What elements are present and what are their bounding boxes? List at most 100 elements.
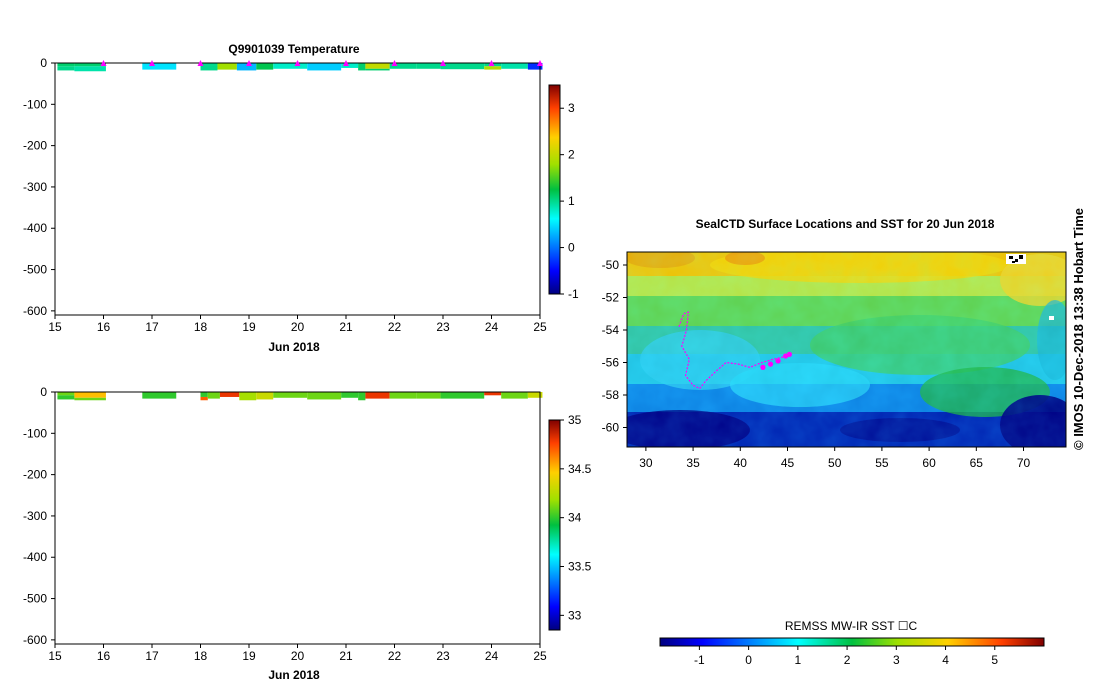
temperature-cast-cell: [365, 68, 390, 71]
temperature-panel: Q9901039 Temperature 15 16 17 18 19 20 21 22 23 2…: [23, 42, 579, 354]
profile-marker: [440, 60, 446, 66]
temperature-colorbar: -1 0 1 2 3: [548, 84, 579, 301]
salinity-cast-cell: [57, 392, 75, 396]
salinity-y-tick-label: -400: [23, 550, 47, 564]
sst-colorbar-tick-label: 0: [745, 653, 752, 667]
temperature-x-tick-label: 19: [242, 320, 256, 334]
salinity-casts: [57, 392, 543, 401]
salinity-x-tick-label: 17: [145, 649, 159, 663]
temperature-y-tick-label: -100: [23, 97, 47, 111]
salinity-colorbar-tick-label: 34.5: [568, 462, 592, 476]
temperature-cast-cell: [273, 63, 308, 69]
salinity-x-tick-label: 15: [48, 649, 62, 663]
temperature-cast-cell: [200, 65, 218, 71]
salinity-x-tick-label: 19: [242, 649, 256, 663]
land-mask-blotch: [1006, 254, 1054, 320]
temperature-y-axis: 0 -100 -200 -300 -400 -500 -600: [23, 56, 55, 318]
map-y-tick-label: -56: [602, 356, 620, 370]
temperature-cast-cell: [142, 63, 177, 70]
salinity-colorbar: 33 33.5 34 34.5 35: [548, 413, 592, 631]
temperature-x-tick-label: 24: [485, 320, 499, 334]
temperature-cast-cell: [200, 63, 218, 66]
salinity-cast-cell: [484, 392, 502, 396]
salinity-cast-cell: [200, 392, 208, 397]
map-x-tick-label: 50: [828, 456, 842, 470]
salinity-y-axis: 0 -100 -200 -300 -400 -500 -600: [23, 385, 55, 647]
salinity-cast-cell: [207, 392, 220, 399]
map-y-tick-label: -54: [602, 323, 620, 337]
temperature-x-tick-label: 21: [339, 320, 353, 334]
sst-colorbar-tick-label: 1: [795, 653, 802, 667]
seal-surface-location: [767, 361, 774, 367]
profile-marker: [246, 60, 252, 66]
temperature-profile-markers: [100, 60, 543, 66]
profile-marker: [343, 60, 349, 66]
salinity-cast-cell: [389, 392, 417, 399]
temperature-casts: [57, 63, 543, 72]
temperature-colorbar-ticks: -1 0 1 2 3: [560, 101, 579, 301]
salinity-cast-cell: [256, 392, 274, 400]
sst-colorbar: REMSS MW-IR SST ☐C -1 0 1 2 3 4 5: [659, 619, 1045, 667]
map-x-tick-label: 45: [781, 456, 795, 470]
salinity-cast-cell: [358, 392, 366, 401]
salinity-colorbar-tick-label: 34: [568, 511, 582, 525]
salinity-y-tick-label: -500: [23, 592, 47, 606]
salinity-y-tick-label: -200: [23, 468, 47, 482]
salinity-cast-cell: [239, 392, 257, 401]
sst-colorbar-label: REMSS MW-IR SST ☐C: [785, 619, 918, 633]
temperature-cast-cell: [365, 63, 390, 69]
profile-marker: [488, 60, 495, 66]
temperature-x-tick-label: 22: [388, 320, 402, 334]
salinity-x-tick-label: 20: [291, 649, 305, 663]
sst-map-panel: SealCTD Surface Locations and SST for 20…: [602, 208, 1086, 667]
map-x-tick-label: 65: [970, 456, 984, 470]
salinity-colorbar-tick-label: 35: [568, 413, 582, 427]
sst-colorbar-ticks: -1 0 1 2 3 4 5: [694, 646, 998, 667]
temperature-x-tick-label: 16: [97, 320, 111, 334]
salinity-cast-cell: [219, 392, 240, 397]
profile-marker: [391, 60, 398, 66]
seal-surface-location: [775, 358, 781, 364]
map-x-tick-label: 30: [639, 456, 653, 470]
map-x-tick-label: 35: [686, 456, 700, 470]
temperature-cast-cell: [527, 63, 543, 70]
map-x-tick-label: 55: [875, 456, 889, 470]
sst-map-x-axis: 30 35 40 45 50 55 60 65 70: [639, 447, 1031, 470]
temperature-x-tick-label: 17: [145, 320, 159, 334]
map-y-tick-label: -58: [602, 388, 620, 402]
salinity-plot-frame: [54, 391, 541, 645]
map-y-tick-label: -60: [602, 421, 620, 435]
temperature-x-axis: 15 16 17 18 19 20 21 22 23 24 25: [48, 315, 547, 334]
profile-marker: [197, 60, 204, 66]
temperature-cast-cell: [256, 63, 274, 70]
salinity-panel: 15 16 17 18 19 20 21 22 23 24 25 0 -100 -200 -300 -400…: [23, 385, 592, 682]
temperature-x-tick-label: 18: [194, 320, 208, 334]
salinity-x-axis-label: Jun 2018: [268, 668, 320, 682]
temperature-cast-cell: [57, 66, 75, 71]
sst-colorbar-tick-label: 3: [893, 653, 900, 667]
temperature-colorbar-tick-label: 3: [568, 101, 575, 115]
temperature-y-tick-label: -500: [23, 263, 47, 277]
temperature-y-tick-label: -200: [23, 139, 47, 153]
temperature-cast-cell: [236, 63, 257, 71]
sst-colorbar-tick-label: -1: [694, 653, 705, 667]
salinity-y-tick-label: -100: [23, 426, 47, 440]
temperature-colorbar-ramp: [548, 84, 561, 295]
salinity-cast-cell: [200, 396, 208, 401]
sst-colorbar-tick-label: 4: [942, 653, 949, 667]
salinity-cast-cell: [416, 392, 441, 399]
temperature-x-axis-label: Jun 2018: [268, 340, 320, 354]
sst-map-title: SealCTD Surface Locations and SST for 20…: [696, 217, 995, 231]
temperature-y-tick-label: -300: [23, 180, 47, 194]
salinity-cast-cell: [365, 392, 390, 399]
profile-marker: [537, 60, 543, 66]
sst-field: [627, 252, 1066, 447]
salinity-y-tick-label: -300: [23, 509, 47, 523]
seal-surface-location: [760, 364, 766, 370]
salinity-x-tick-label: 22: [388, 649, 402, 663]
salinity-cast-cell: [501, 392, 528, 399]
salinity-x-tick-label: 23: [436, 649, 450, 663]
temperature-cast-cell: [341, 63, 359, 68]
temperature-plot-frame: [54, 62, 541, 316]
